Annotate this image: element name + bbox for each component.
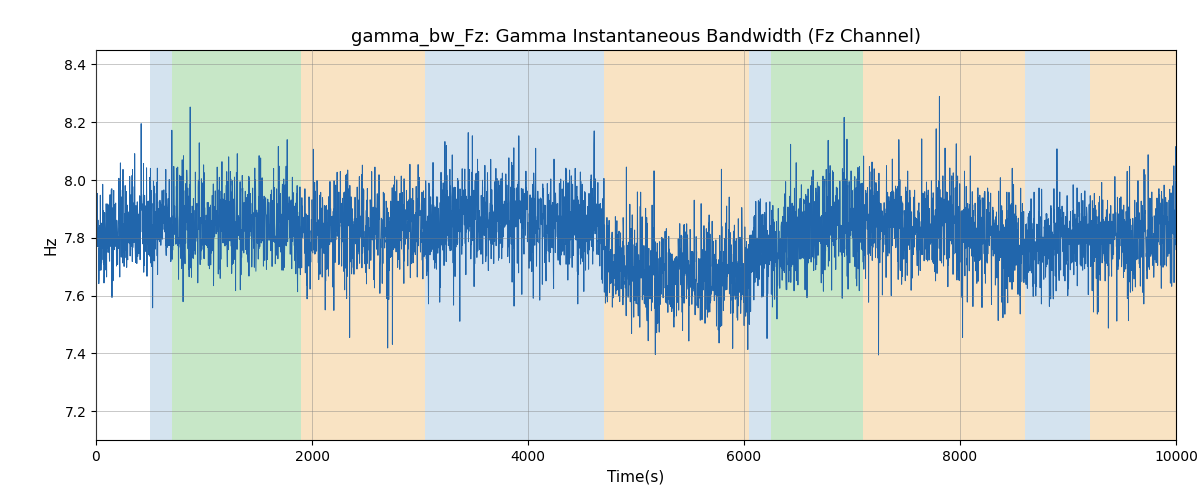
Title: gamma_bw_Fz: Gamma Instantaneous Bandwidth (Fz Channel): gamma_bw_Fz: Gamma Instantaneous Bandwid… <box>352 28 922 46</box>
Y-axis label: Hz: Hz <box>43 236 59 255</box>
Bar <box>1090 50 1176 440</box>
Bar <box>172 50 301 440</box>
Bar <box>863 50 1025 440</box>
X-axis label: Time(s): Time(s) <box>607 470 665 484</box>
Bar <box>749 50 772 440</box>
Bar <box>150 50 172 440</box>
Bar <box>425 50 604 440</box>
Bar <box>604 50 749 440</box>
Bar <box>301 50 425 440</box>
Bar <box>772 50 863 440</box>
Bar <box>1025 50 1090 440</box>
